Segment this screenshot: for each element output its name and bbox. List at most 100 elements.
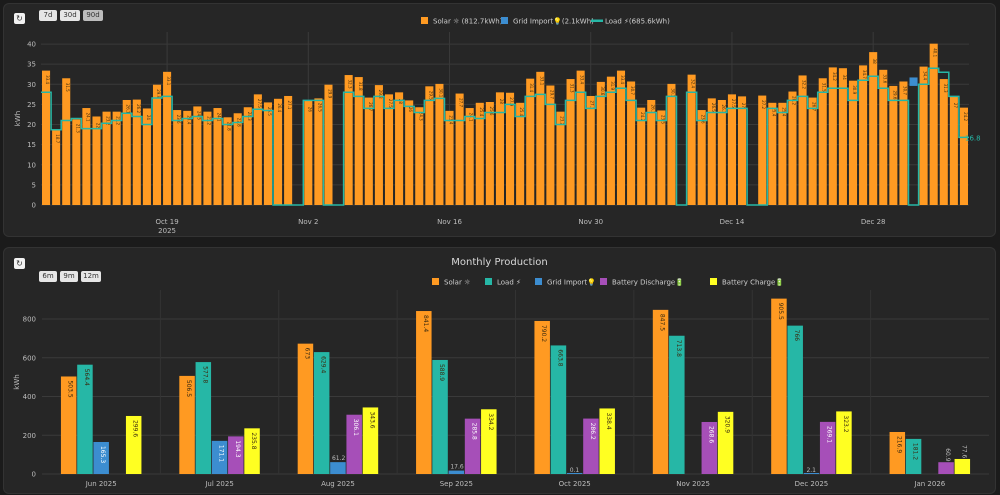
data-label: 334.2 [487,413,494,430]
data-label: 847.5 [659,314,666,331]
monthly-bar [669,335,685,474]
x-tick-label: Dec 28 [861,218,886,226]
solar-bar [163,71,172,205]
range-button-9m[interactable]: 9m [60,271,78,282]
solar-data-label: 30.7 [630,86,635,95]
solar-bar [667,83,676,205]
solar-bar [596,81,605,205]
solar-bar [959,107,968,205]
solar-bar [818,78,827,205]
solar-data-label: 24.3 [418,112,423,121]
monthly-bar [179,375,195,474]
y-tick-label: 10 [27,161,36,169]
x-tick-label: Jan 2026 [913,480,945,488]
range-button-12m[interactable]: 12m [81,271,101,282]
solar-data-label: 29.6 [892,90,897,99]
x-tick-label: Nov 2025 [676,480,710,488]
solar-data-label: 27.5 [388,99,393,108]
monthly-bar [362,407,379,474]
solar-bar [263,102,272,205]
solar-data-label: 33.1 [166,76,171,85]
refresh-icon[interactable]: ↻ [14,13,25,24]
solar-bar [869,52,878,206]
solar-bar [112,111,121,205]
legend-swatch [600,278,607,285]
solar-bar [717,99,726,205]
solar-data-label: 33.4 [580,75,585,84]
solar-data-label: 31.5 [822,83,827,92]
legend-swatch [535,278,542,285]
y-tick-label: 30 [27,81,36,89]
range-button-7d[interactable]: 7d [39,10,57,21]
monthly-bar [77,364,93,474]
solar-bar [778,102,787,205]
monthly-bar [701,421,718,474]
solar-data-label: 27.1 [590,101,595,110]
solar-data-label: 27.5 [731,99,736,108]
solar-data-label: 23.5 [660,115,665,124]
solar-bar [738,96,747,205]
data-label: 766 [793,330,800,342]
solar-data-label: 31.5 [65,83,70,92]
solar-bar [788,91,797,205]
legend-label: Battery Charge🔋 [722,278,784,287]
monthly-bar [836,411,852,474]
solar-bar [768,102,777,205]
solar-data-label: 32.4 [691,79,696,88]
data-label: 629.4 [320,356,327,373]
monthly-bar [787,325,803,474]
solar-data-label: 23.6 [701,115,706,124]
solar-data-label: 24.5 [196,111,201,120]
monthly-bar [93,441,109,474]
monthly-bar [313,352,330,474]
solar-bar [556,111,565,205]
data-label: 194.3 [234,440,241,457]
solar-data-label: 24.1 [85,113,90,122]
legend-label: Load ⚡(685.6kWh) [605,18,670,26]
x-tick-label: Oct 19 [155,218,178,226]
solar-data-label: 21.8 [227,122,232,131]
legend-swatch [485,278,492,285]
solar-bar [859,65,868,205]
data-label: 61.2 [332,455,346,462]
data-label: 306.1 [352,419,359,436]
range-button-30d[interactable]: 30d [60,10,80,21]
solar-bar [586,95,595,205]
refresh-icon[interactable]: ↻ [14,258,25,269]
y-tick-label: 15 [27,141,36,149]
solar-bar [697,110,706,205]
solar-data-label: 24.1 [469,113,474,122]
solar-data-label: 40.1 [933,48,938,57]
x-tick-sublabel: 2025 [158,227,176,235]
solar-bar [627,81,636,205]
x-tick-label: Oct 2025 [559,480,591,488]
solar-bar [606,76,615,205]
solar-data-label: 32.2 [802,80,807,89]
solar-bar [949,96,958,205]
monthly-bar [889,431,906,474]
solar-data-label: 29.5 [428,91,433,100]
solar-bar [435,83,444,205]
data-label: 286.2 [589,423,596,440]
solar-bar [546,85,555,205]
grid-import-bar [909,77,918,86]
data-label: 564.4 [83,369,90,386]
solar-data-label: 25.4 [479,107,484,116]
range-button-90d[interactable]: 90d [83,10,103,21]
solar-data-label: 25.6 [489,107,494,116]
solar-bar [475,102,484,205]
solar-data-label: 26 [408,107,413,113]
solar-data-label: 27.7 [459,98,464,107]
y-tick-label: 0 [32,202,36,210]
solar-bar [455,93,464,205]
range-button-6m[interactable]: 6m [39,271,57,282]
monthly-chart: 0 200 400 600 800 kWh Jun 2025 503.5 564.4 165.3 2… [13,278,989,488]
x-tick-label: Nov 2 [298,218,318,226]
solar-bar [183,110,192,205]
solar-data-label: 26.1 [126,105,131,114]
data-label: 165.3 [99,446,106,463]
solar-bar [152,84,162,205]
data-label: 320.9 [724,416,731,433]
solar-data-label: 31.4 [529,83,534,92]
solar-bar [566,79,575,205]
